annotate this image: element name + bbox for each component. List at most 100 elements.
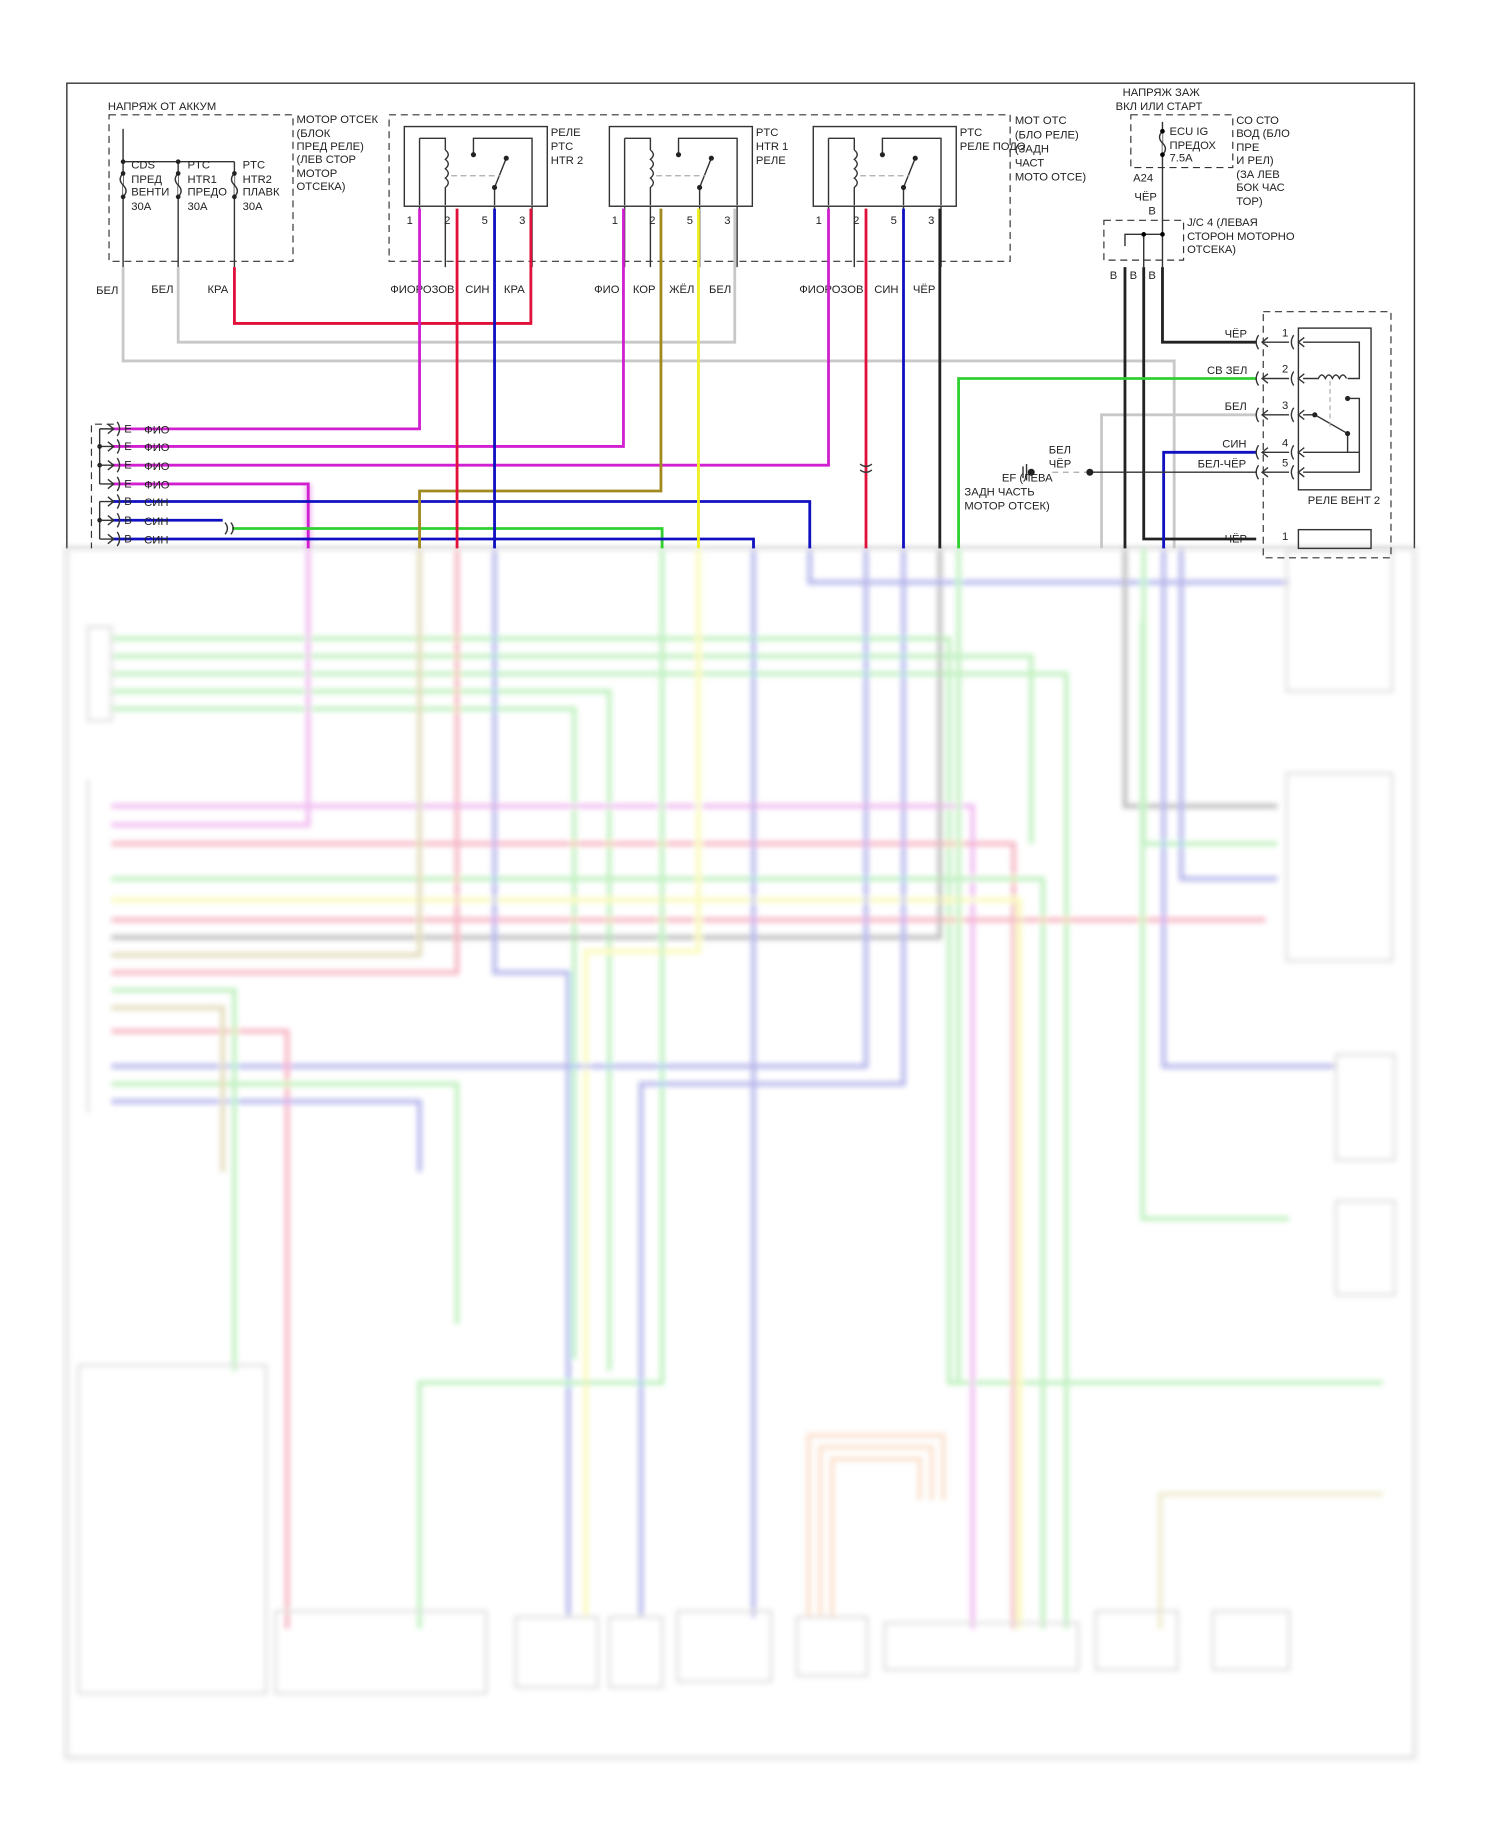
pin-label: B [124, 496, 132, 508]
wire-label: БЕЛ [1225, 401, 1247, 413]
svg-text:ОТСЕКА): ОТСЕКА) [1187, 244, 1236, 256]
fuse-icon [1158, 130, 1167, 156]
inline-connector-icon [859, 463, 873, 473]
fan-relay-pin: 4 СИН [1222, 437, 1305, 460]
relay-3: 1 2 5 3 PTC РЕЛЕ ПОДО ФИОРОЗОВ СИН ЧЁР [799, 125, 1026, 296]
relay-name: РЕЛЕ ПОДО [960, 141, 1026, 153]
svg-text:МОТОР: МОТОР [297, 168, 338, 180]
svg-text:ECU IG: ECU IG [1170, 126, 1209, 138]
connector-pin: B СИН [99, 512, 168, 528]
fuse-block-label: МОТОР ОТСЕК (БЛОК ПРЕД РЕЛЕ) (ЛЕВ СТОР М… [297, 114, 379, 193]
wire-label: ФИО [144, 461, 170, 473]
pin-label: 5 [1282, 457, 1288, 469]
fan-relay-2-body [1297, 327, 1372, 491]
relay-1: 1 2 5 3 РЕЛЕ PTC HTR 2 ФИОРОЗОВ СИН КРА [390, 125, 583, 296]
pin-label: 1 [1282, 327, 1288, 339]
wire-label: БЕЛ [151, 284, 173, 296]
svg-text:МОТ ОТС: МОТ ОТС [1015, 115, 1067, 127]
blurred-lower-section [65, 483, 1417, 1760]
fan-relay-pin: 3 БЕЛ [1225, 400, 1305, 423]
wire-label: БЕЛ [709, 284, 731, 296]
wires [111, 208, 1257, 549]
svg-text:ПРЕДО: ПРЕДО [188, 187, 228, 199]
fan-relay-pin: 5 БЕЛ-ЧЁР [1198, 457, 1305, 480]
ground-icon [1022, 464, 1028, 481]
battery-title: НАПРЯЖ ОТ АККУМ [108, 101, 216, 113]
svg-text:ПРЕДОХ: ПРЕДОХ [1170, 140, 1217, 152]
pin-label: 3 [928, 215, 934, 227]
svg-text:ПРЕД: ПРЕД [131, 174, 162, 186]
svg-text:МОТОР ОТСЕК: МОТОР ОТСЕК [297, 114, 379, 126]
connector-pin: E ФИО [99, 421, 170, 437]
pin-label: 5 [891, 215, 897, 227]
wire-label: ЖЁЛ [669, 284, 694, 296]
pin-label: 3 [519, 215, 525, 227]
pin-label: 2 [1282, 364, 1288, 376]
connector-pin: B СИН [99, 531, 168, 547]
svg-text:ПЛАВК: ПЛАВК [243, 187, 280, 199]
inline-connector-icon [224, 522, 234, 535]
wire-label: СВ ЗЕЛ [1207, 365, 1247, 377]
pin-label: B [124, 515, 132, 527]
svg-text:7.5A: 7.5A [1170, 153, 1194, 165]
svg-text:(ЗА ЛЕВ: (ЗА ЛЕВ [1236, 169, 1280, 181]
svg-text:CDS: CDS [131, 160, 155, 172]
svg-text:30A: 30A [131, 201, 151, 213]
svg-text:ТОР): ТОР) [1236, 196, 1263, 208]
connector-pin: E ФИО [99, 439, 170, 454]
svg-text:ЧАСТ: ЧАСТ [1015, 157, 1044, 169]
wire-label: КРА [207, 284, 228, 296]
svg-text:МОТО ОТСЕ): МОТО ОТСЕ) [1015, 171, 1087, 183]
wire-label: ФИО [144, 425, 170, 437]
wire-label: ФИОРОЗОВ [390, 284, 454, 296]
pin-label: E [124, 478, 132, 490]
pin-label: 2 [649, 215, 655, 227]
svg-text:EF (ЛЕВА: EF (ЛЕВА [1002, 473, 1053, 485]
wire-label: СИН [1222, 439, 1246, 451]
pin-label: 1 [407, 215, 413, 227]
pin-label: 1 [612, 215, 618, 227]
relay-name: HTR 1 [756, 141, 788, 153]
svg-text:ВОД (БЛО: ВОД (БЛО [1236, 128, 1290, 140]
ignition-title: НАПРЯЖ ЗАЖ ВКЛ ИЛИ СТАРТ [1116, 87, 1203, 113]
wire-label: КОР [633, 284, 656, 296]
wire-label: СИН [144, 497, 168, 509]
fan-relay-pin: 1 ЧЁР [1225, 327, 1305, 350]
svg-text:МОТОР ОТСЕК): МОТОР ОТСЕК) [964, 501, 1050, 513]
wire-label: ЧЁР [913, 284, 935, 296]
wire-label: ЧЁР [1134, 191, 1156, 203]
wire-label: СИН [874, 284, 898, 296]
svg-text:ПРЕД РЕЛЕ): ПРЕД РЕЛЕ) [297, 141, 365, 153]
wire-label: КРА [504, 284, 525, 296]
fan-relay-2-name: РЕЛЕ ВЕНТ 2 [1308, 495, 1380, 507]
svg-text:НАПРЯЖ ЗАЖ: НАПРЯЖ ЗАЖ [1123, 87, 1201, 99]
svg-text:PTC: PTC [188, 160, 210, 172]
svg-text:ЗАДН ЧАСТЬ: ЗАДН ЧАСТЬ [964, 487, 1034, 499]
fuse-icon [119, 172, 239, 198]
ecu-ig-fuse-box [1130, 114, 1234, 169]
pin-label: 1 [1282, 531, 1288, 543]
pin-label: E [124, 441, 132, 453]
pin-label: 4 [1282, 437, 1288, 449]
wire-label: ЧЁР [1225, 328, 1247, 340]
pin-label: 3 [1282, 400, 1288, 412]
relay-name: HTR 2 [551, 155, 583, 167]
relay-name: PTC [551, 141, 573, 153]
pin-label: B [1148, 205, 1156, 217]
svg-text:И РЕЛ): И РЕЛ) [1236, 155, 1274, 167]
relay-name: РЕЛЕ [756, 155, 786, 167]
wire-label: СИН [465, 284, 489, 296]
svg-text:СТОРОН МОТОРНО: СТОРОН МОТОРНО [1187, 231, 1295, 243]
pin-label: B [124, 534, 132, 546]
wire-label: СИН [144, 535, 168, 547]
fan-relay-2-outline [1262, 311, 1392, 559]
pin-label: B [1148, 270, 1156, 282]
ground-label: EF (ЛЕВА ЗАДН ЧАСТЬ МОТОР ОТСЕК) [964, 473, 1053, 513]
pin-label: 3 [724, 215, 730, 227]
svg-text:ВЕНТИ: ВЕНТИ [131, 187, 169, 199]
connector-pin: E ФИО [99, 476, 170, 492]
